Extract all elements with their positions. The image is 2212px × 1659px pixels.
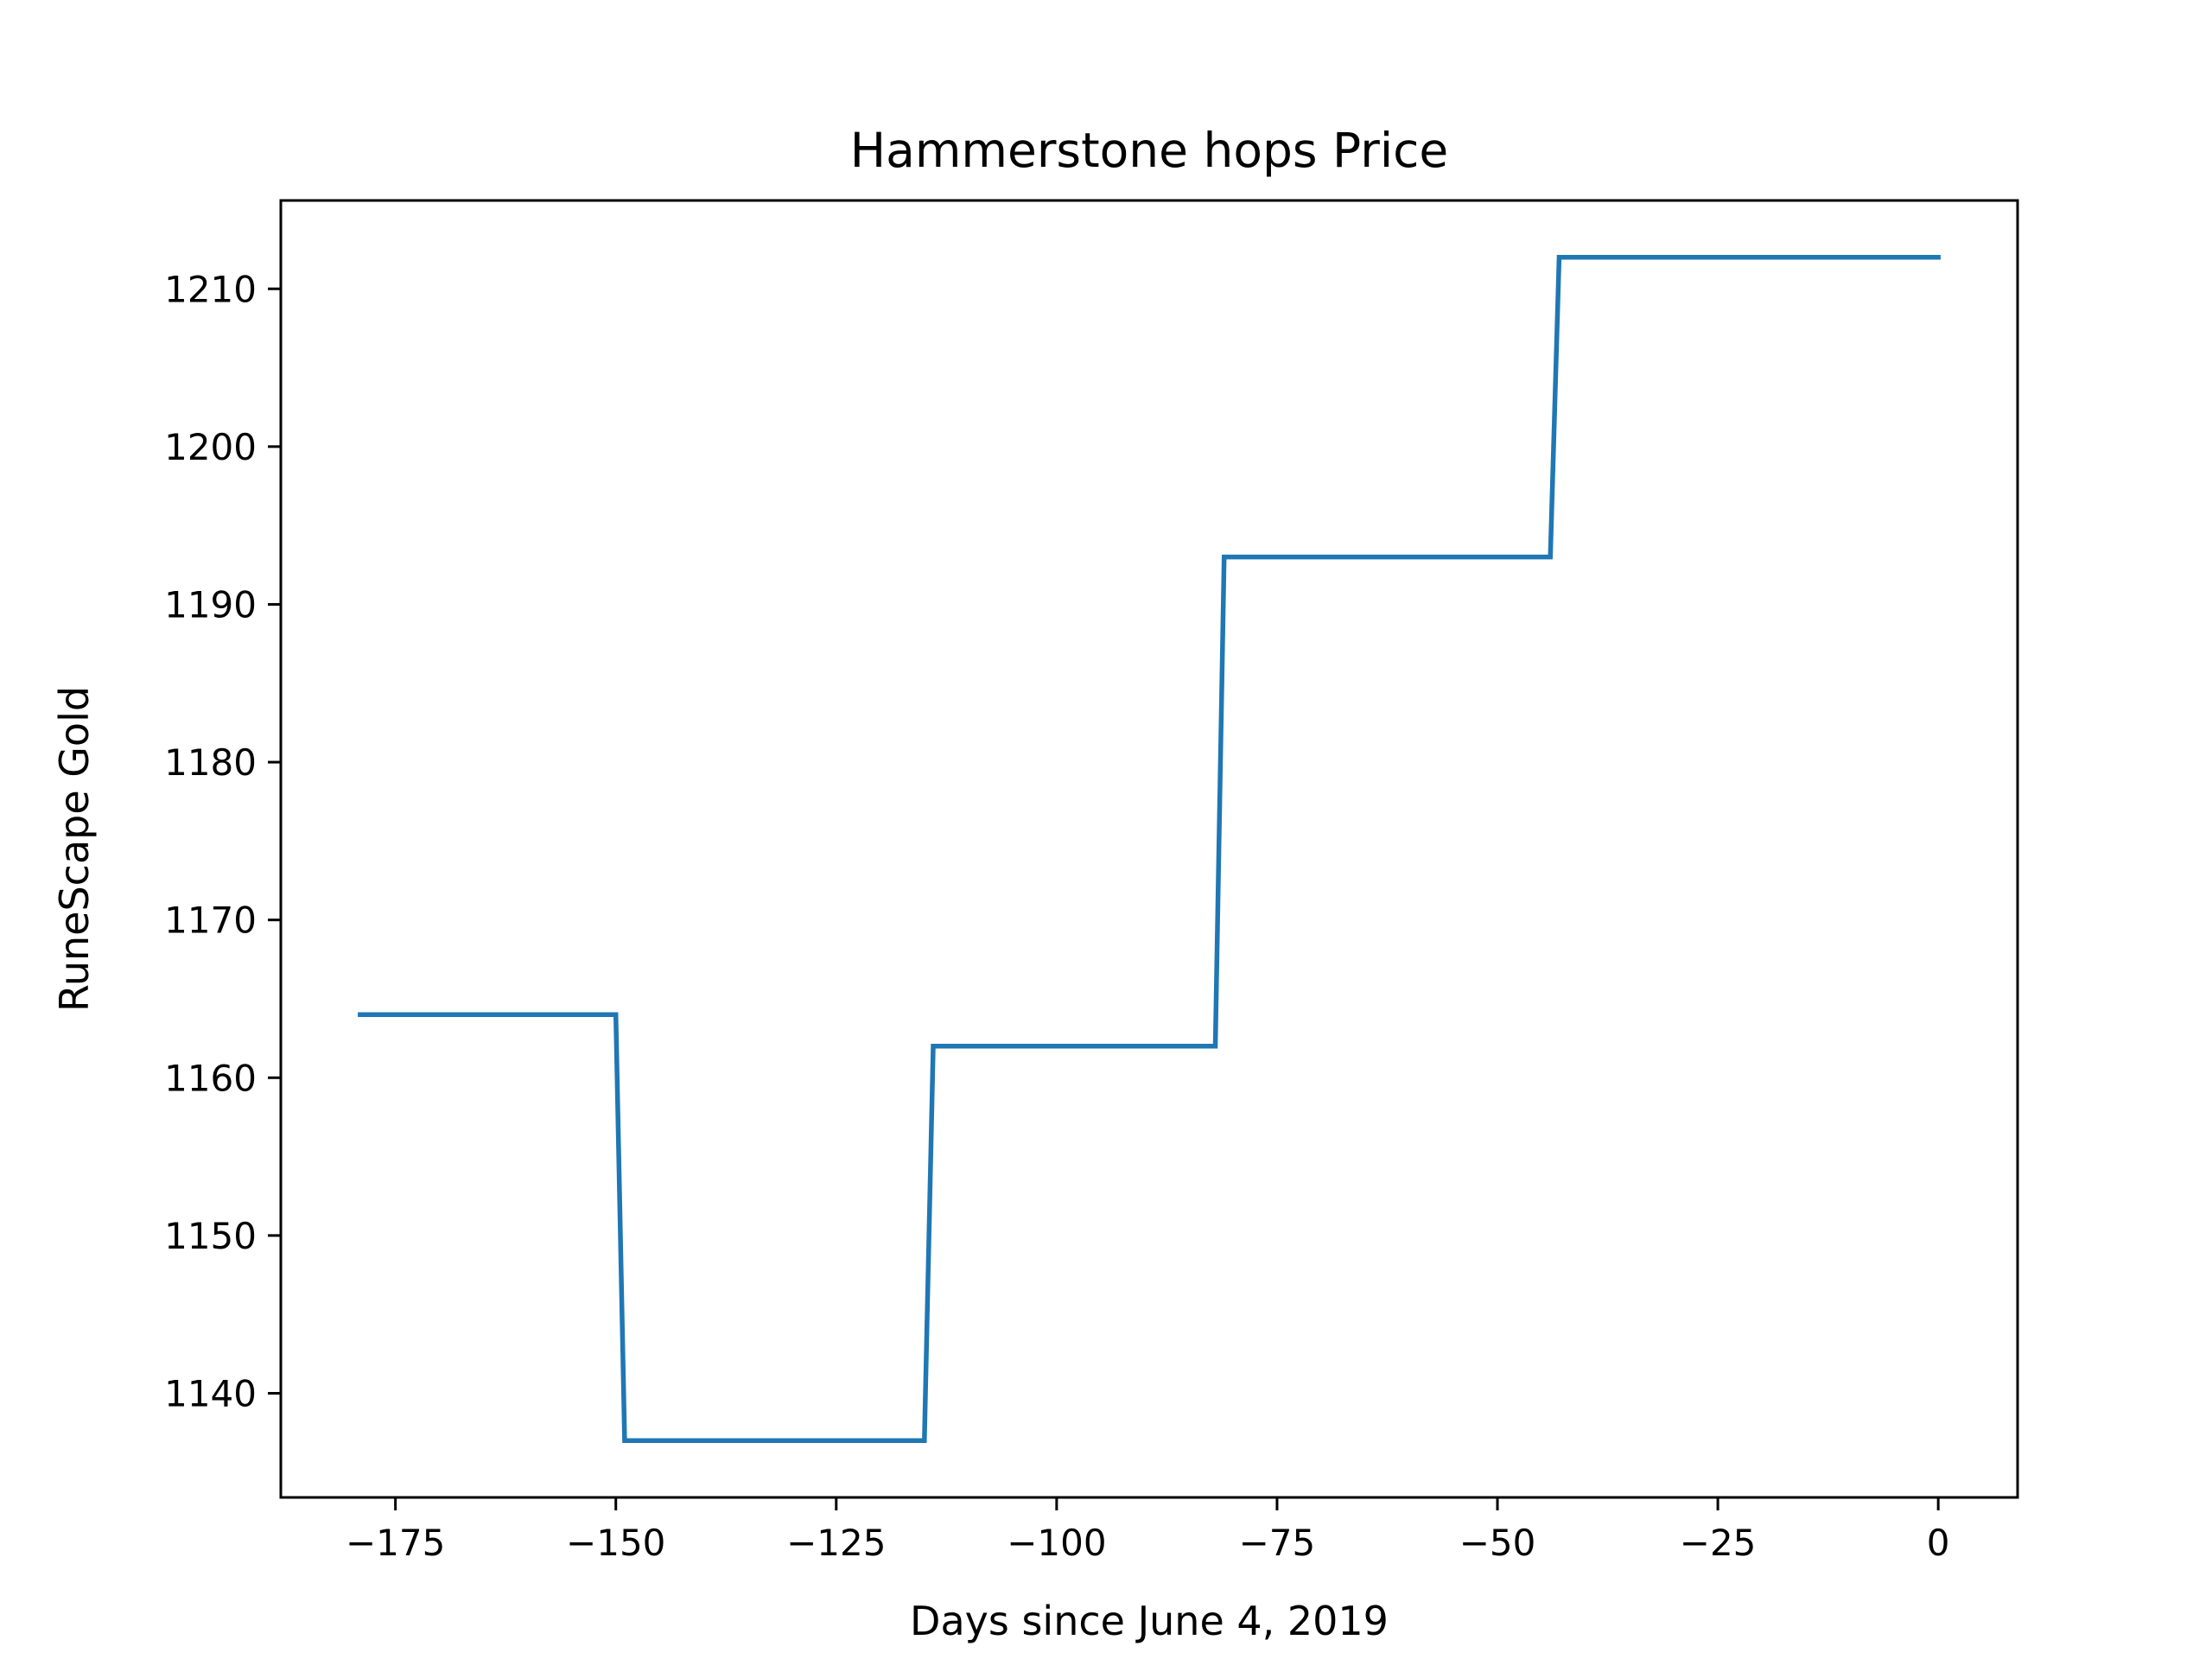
y-tick-label: 1170 (164, 899, 257, 942)
x-tick-label: −150 (566, 1522, 665, 1564)
y-axis: 1140 1150 1160 1170 1180 1190 1200 1210 (164, 268, 281, 1414)
y-tick-label: 1210 (164, 268, 257, 310)
plot-frame (279, 199, 2019, 1499)
x-axis: −175 −150 −125 −100 −75 −50 −25 0 (346, 1497, 1950, 1564)
x-tick-label: −100 (1007, 1522, 1106, 1564)
y-tick-label: 1200 (164, 426, 257, 468)
x-tick-label: −50 (1459, 1522, 1536, 1564)
x-axis-label: Days since June 4, 2019 (910, 1598, 1389, 1644)
y-axis-label: RuneScape Gold (51, 686, 98, 1012)
x-tick-label: −125 (786, 1522, 886, 1564)
y-tick-label: 1160 (164, 1057, 257, 1099)
x-tick-label: 0 (1927, 1522, 1950, 1564)
chart-title: Hammerstone hops Price (850, 123, 1448, 178)
y-tick-label: 1150 (164, 1215, 257, 1257)
x-tick-label: −175 (346, 1522, 445, 1564)
y-tick-label: 1140 (164, 1372, 257, 1414)
x-tick-label: −75 (1239, 1522, 1316, 1564)
series-line-0 (358, 254, 1941, 1444)
y-tick-label: 1190 (164, 583, 257, 626)
y-tick-label: 1180 (164, 741, 257, 784)
x-tick-label: −25 (1680, 1522, 1757, 1564)
plot-area (279, 199, 2019, 1499)
